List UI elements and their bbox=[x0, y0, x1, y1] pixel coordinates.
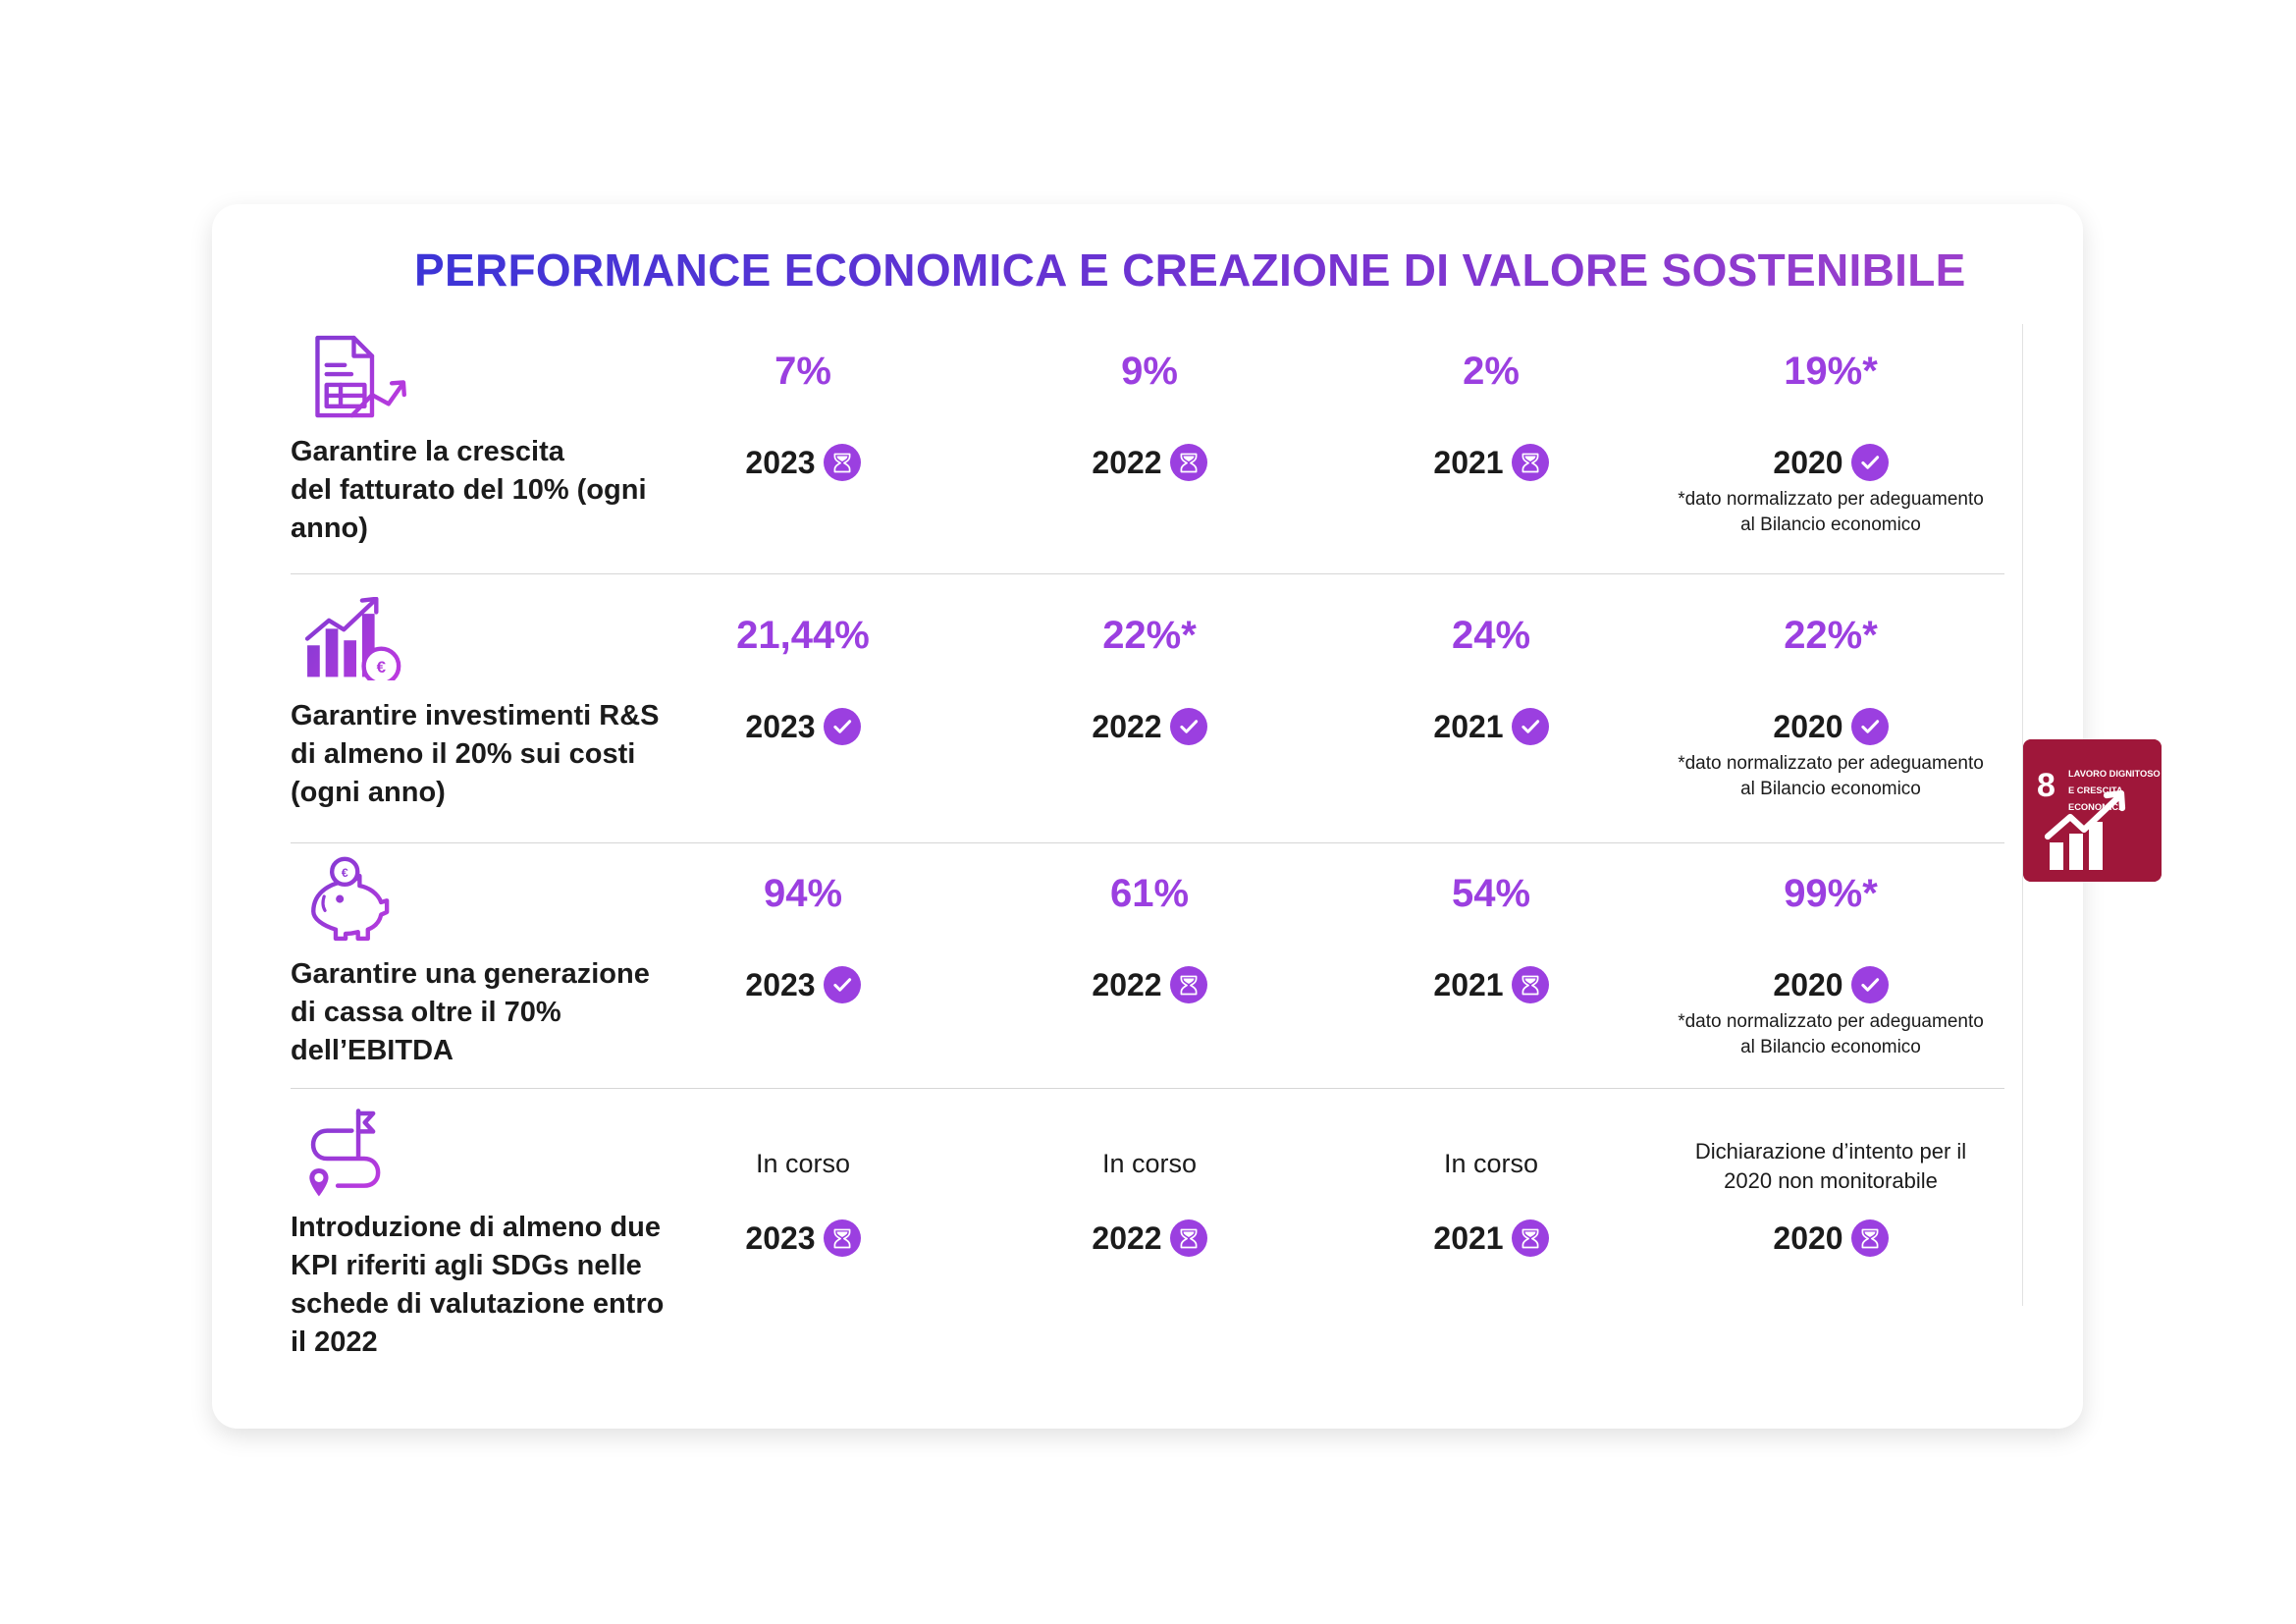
svg-text:ECONOMICA: ECONOMICA bbox=[2068, 802, 2125, 812]
svg-text:8: 8 bbox=[2037, 767, 2056, 804]
svg-text:LAVORO DIGNITOSO: LAVORO DIGNITOSO bbox=[2068, 769, 2161, 779]
svg-text:€: € bbox=[377, 658, 387, 677]
svg-text:€: € bbox=[342, 866, 348, 880]
